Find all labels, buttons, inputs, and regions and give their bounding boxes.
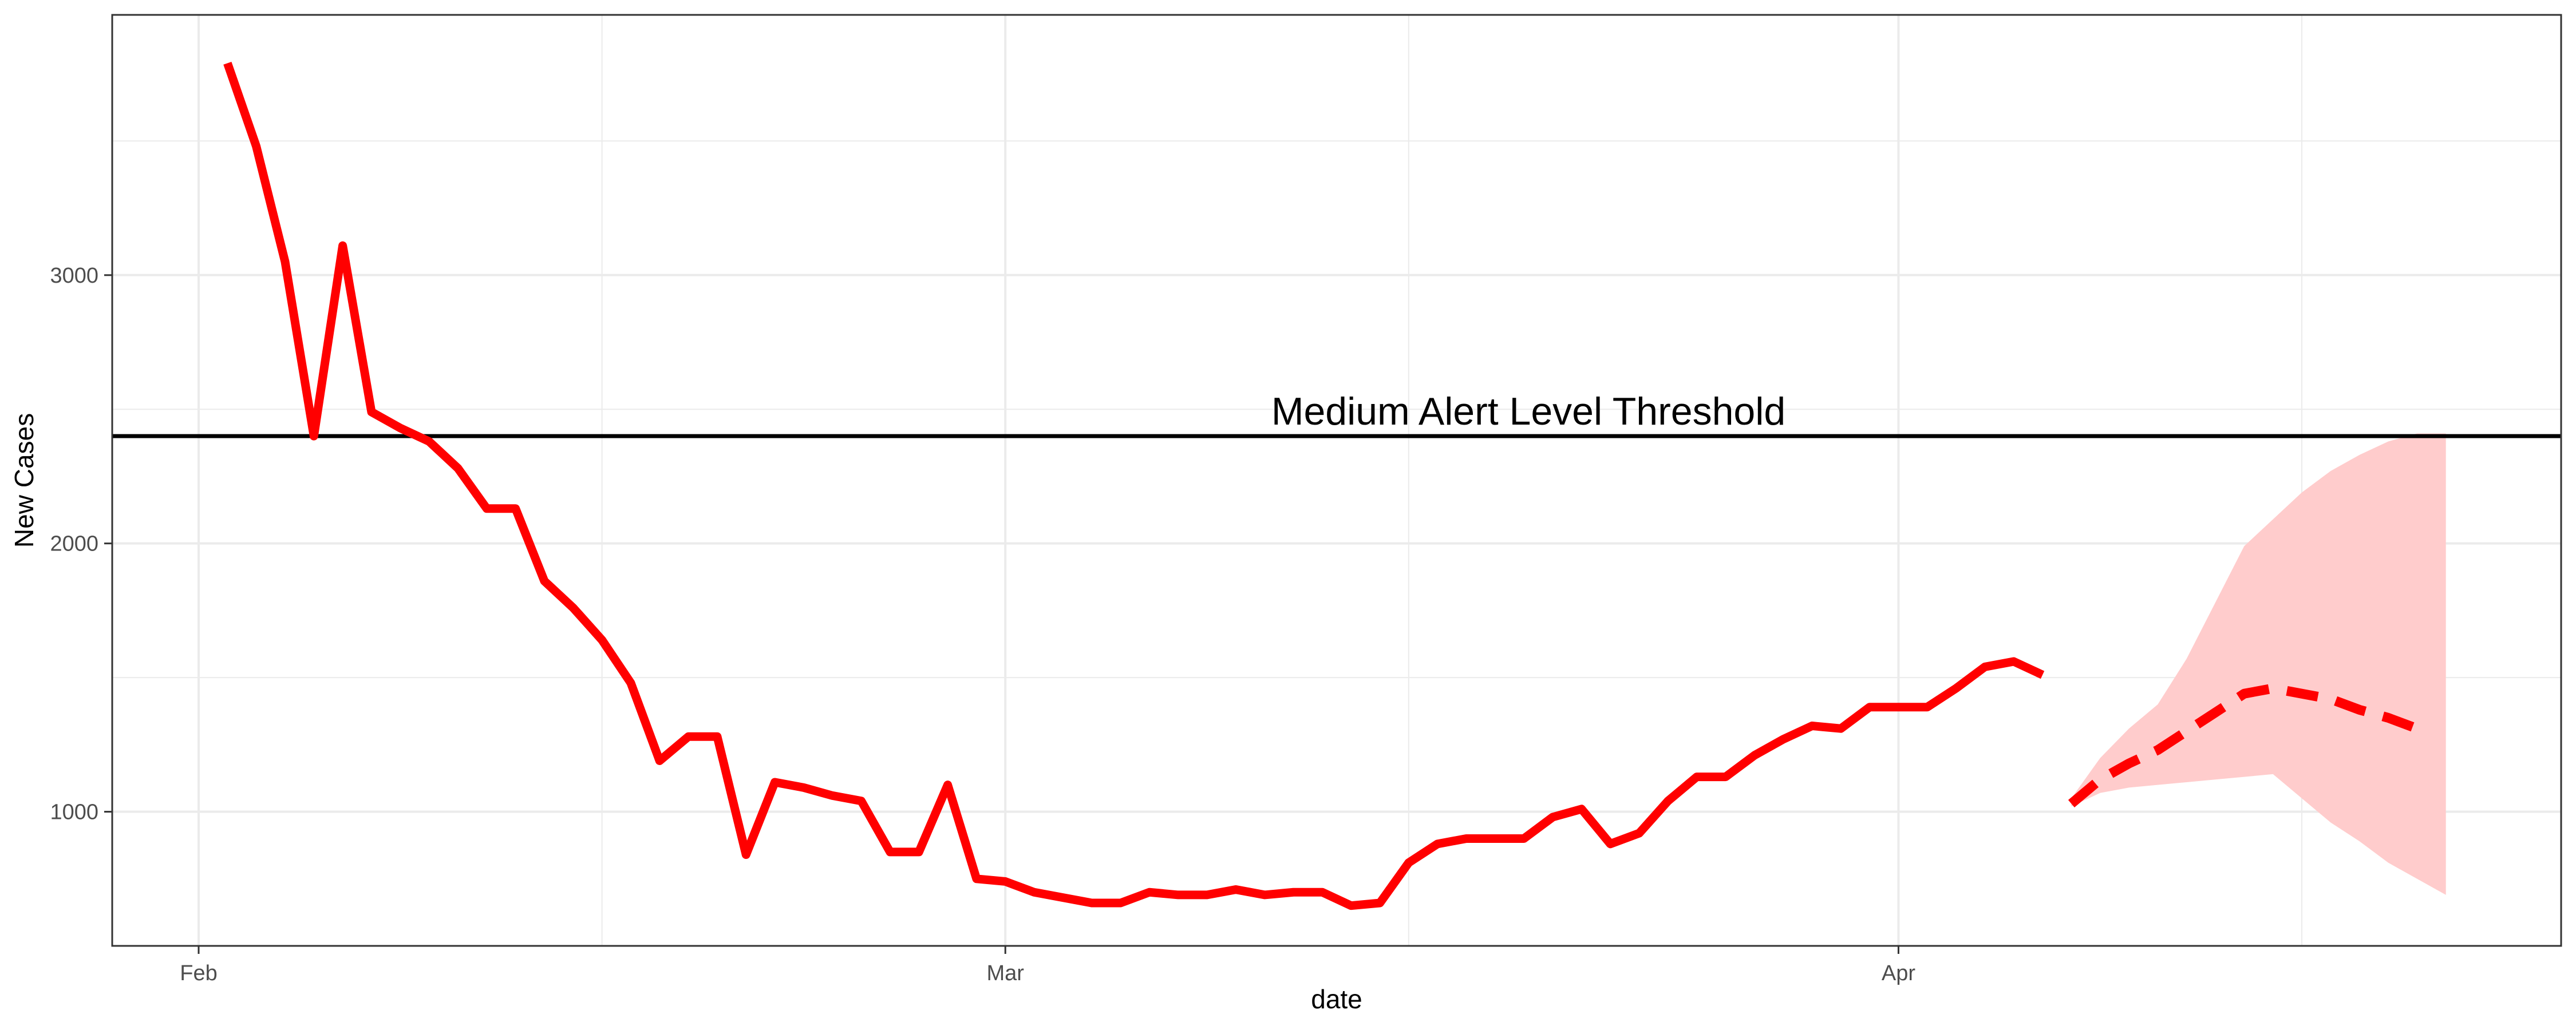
forecast-confidence-band [2071, 433, 2446, 895]
y-tick-label: 2000 [50, 532, 98, 556]
y-axis-title: New Cases [9, 413, 39, 548]
x-tick-label: Apr [1882, 961, 1915, 985]
y-tick-label: 3000 [50, 264, 98, 288]
threshold-label: Medium Alert Level Threshold [1271, 390, 1785, 433]
series-lines [223, 61, 2419, 910]
confidence-band-area [2071, 433, 2446, 895]
x-tick-label: Mar [986, 961, 1024, 985]
forecast-line [2068, 683, 2419, 808]
panel-border [111, 14, 2562, 947]
x-axis-title: date [1311, 984, 1362, 1014]
x-axis: Feb Mar Apr [180, 946, 1915, 985]
threshold: Medium Alert Level Threshold [112, 390, 2561, 438]
y-tick-label: 1000 [50, 801, 98, 825]
y-axis: 1000 2000 3000 [50, 264, 112, 825]
x-tick-label: Feb [180, 961, 217, 985]
observed-line [223, 61, 2045, 910]
grid-lines [112, 15, 2561, 946]
